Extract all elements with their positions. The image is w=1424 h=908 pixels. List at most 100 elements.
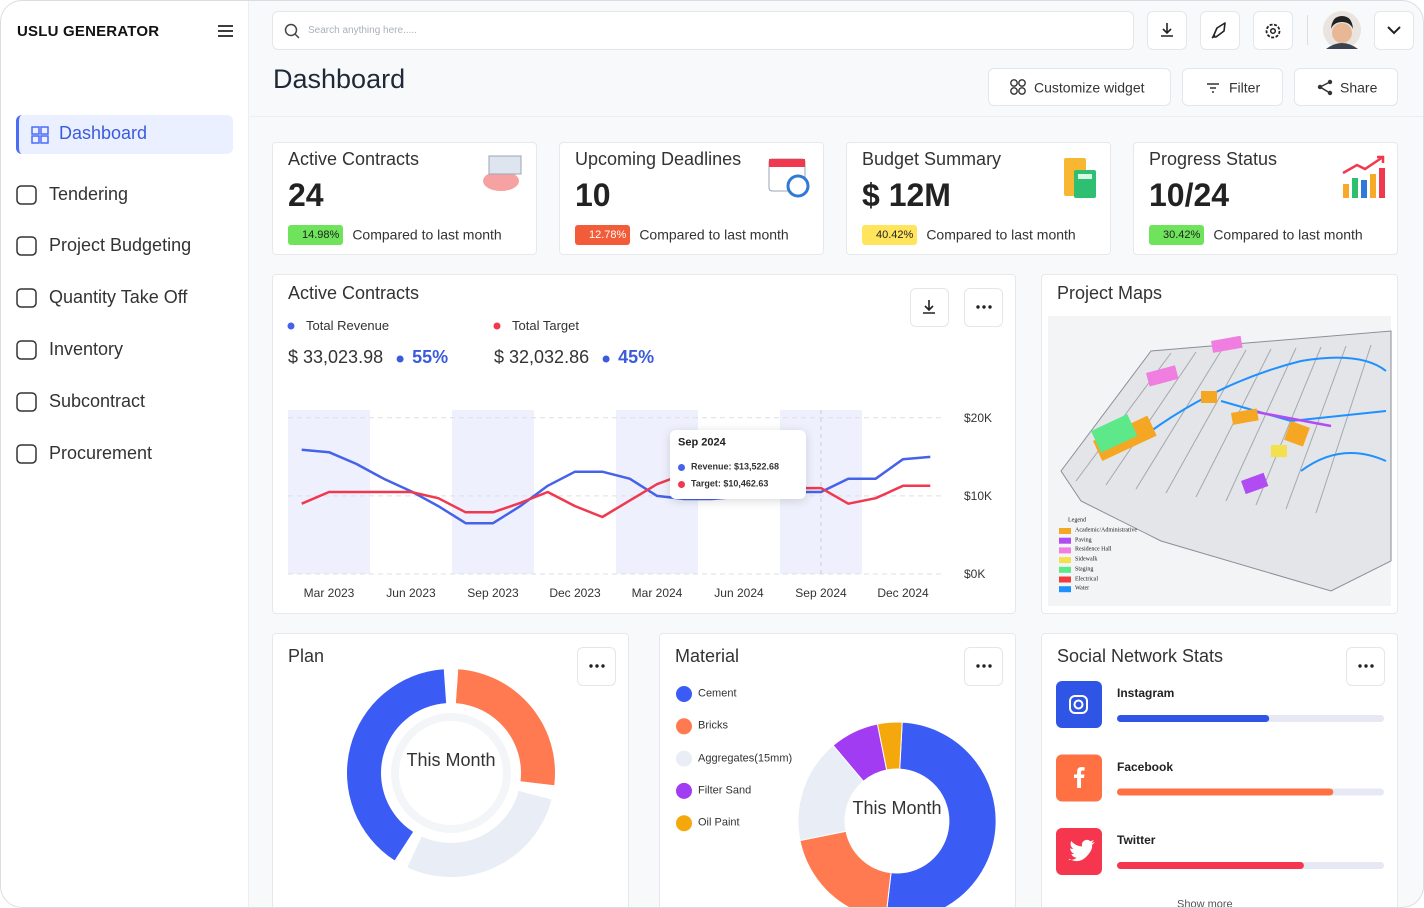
share-dot — [602, 355, 610, 363]
plan-title: Plan — [288, 646, 325, 667]
map-road — [1225, 347, 1297, 502]
donut-segment — [455, 669, 556, 786]
map-zone — [1284, 421, 1310, 447]
series-total: $ 32,032.86 — [494, 347, 590, 368]
legend-label: Cement — [698, 687, 737, 700]
more-dot — [1358, 664, 1362, 668]
menu-item[interactable]: Project Budgeting — [49, 235, 192, 256]
map-legend-label: Residence Hall — [1075, 546, 1112, 553]
calendar-icon-clock — [786, 174, 810, 198]
menu-item[interactable]: Inventory — [49, 339, 124, 360]
stat-title: Progress Status — [1149, 149, 1278, 170]
widget-button[interactable] — [910, 288, 949, 327]
map-road — [1315, 344, 1372, 514]
search-icon — [284, 23, 298, 37]
more-dot — [976, 664, 980, 668]
map-road — [1255, 346, 1322, 506]
action-button[interactable] — [1182, 68, 1283, 106]
x-tick-label: Dec 2023 — [549, 585, 601, 600]
menu-item[interactable]: Quantity Take Off — [49, 287, 188, 308]
download-icon — [1161, 23, 1173, 37]
search-placeholder: Search anything here..... — [308, 25, 417, 36]
widget-icon — [1010, 79, 1018, 87]
action-button[interactable] — [988, 68, 1171, 106]
legend-dot — [676, 750, 692, 767]
action-label: Customize widget — [1034, 79, 1145, 96]
dropdown-button[interactable] — [1374, 11, 1414, 50]
divider — [1307, 15, 1308, 45]
social-title: Social Network Stats — [1057, 646, 1224, 667]
maps-title: Project Maps — [1057, 283, 1163, 304]
legend-label: Aggregates(15mm) — [698, 752, 793, 764]
x-tick-label: Dec 2024 — [877, 585, 929, 600]
map-electrical — [1250, 409, 1332, 428]
avatar-face — [1332, 23, 1352, 43]
stat-badge: 12.78% — [575, 225, 631, 245]
map-legend-title: Legend — [1068, 517, 1086, 524]
map-road — [1285, 345, 1347, 510]
map-legend-label: Water — [1075, 585, 1090, 592]
series-share: 45% — [618, 347, 655, 368]
period-band — [452, 410, 534, 574]
widget-icon — [1018, 79, 1026, 87]
progress-icon-bar — [1370, 174, 1376, 198]
map-zone — [1271, 445, 1287, 457]
icon-button[interactable] — [1200, 11, 1240, 50]
settings-icon-core — [1269, 27, 1277, 35]
brand: USLU GENERATOR — [17, 23, 160, 40]
donut-center — [399, 721, 503, 825]
series-share: 55% — [412, 347, 449, 368]
stat-value: $ 12M — [862, 176, 951, 213]
menu-icon — [16, 185, 37, 205]
menu-icon — [16, 444, 37, 464]
map-zone — [1210, 335, 1243, 353]
hamburger-icon — [218, 25, 233, 37]
map-legend-swatch — [1059, 576, 1071, 583]
map-legend-label: Sidewalk — [1075, 556, 1098, 563]
more-dot — [988, 664, 992, 668]
progress-bar — [1117, 788, 1334, 796]
stat-value: 10 — [575, 176, 611, 213]
menu-item[interactable]: Dashboard — [59, 123, 148, 144]
donut-segment — [346, 669, 447, 861]
calendar-icon-top — [769, 159, 805, 167]
x-tick-label: Sep 2024 — [795, 585, 847, 600]
menu-item[interactable]: Procurement — [49, 443, 153, 464]
twitter-icon — [1068, 839, 1095, 862]
menu-active[interactable] — [16, 115, 233, 154]
icon-button[interactable] — [1253, 11, 1293, 50]
instagram-icon-lens — [1073, 699, 1084, 710]
instagram-icon — [1069, 695, 1088, 714]
widget-button[interactable] — [577, 647, 616, 686]
map-zone — [1145, 365, 1179, 387]
budget-icon-screen — [1078, 174, 1092, 179]
search-box[interactable] — [272, 11, 1134, 50]
menu-item[interactable]: Tendering — [49, 184, 129, 205]
legend-label: Total Revenue — [306, 318, 390, 334]
menu-icon — [31, 126, 49, 144]
download-icon — [923, 300, 935, 314]
action-label: Share — [1340, 79, 1378, 96]
map-legend-swatch — [1059, 557, 1071, 564]
social-icon-box — [1056, 681, 1102, 728]
show-more[interactable]: Show more — [1177, 898, 1233, 908]
menu-item[interactable]: Subcontract — [49, 391, 146, 412]
social-name: Instagram — [1117, 685, 1175, 700]
progress-icon-bar — [1361, 180, 1367, 198]
action-button[interactable] — [1294, 68, 1398, 106]
menu-icon — [16, 236, 37, 256]
stat-title: Upcoming Deadlines — [575, 149, 742, 170]
stat-value: 10/24 — [1149, 176, 1230, 213]
more-dot — [988, 305, 992, 309]
social-name: Twitter — [1117, 832, 1156, 847]
more-dot — [1370, 664, 1374, 668]
legend-label: Filter Sand — [698, 784, 752, 797]
donut-center-label: This Month — [852, 798, 942, 818]
donut-center — [845, 769, 949, 873]
menu-icon — [16, 340, 37, 360]
menu-icon — [16, 288, 37, 308]
legend-dot — [676, 686, 692, 702]
x-tick-label: Jun 2024 — [714, 585, 764, 600]
stat-note: Compared to last month — [352, 226, 502, 243]
